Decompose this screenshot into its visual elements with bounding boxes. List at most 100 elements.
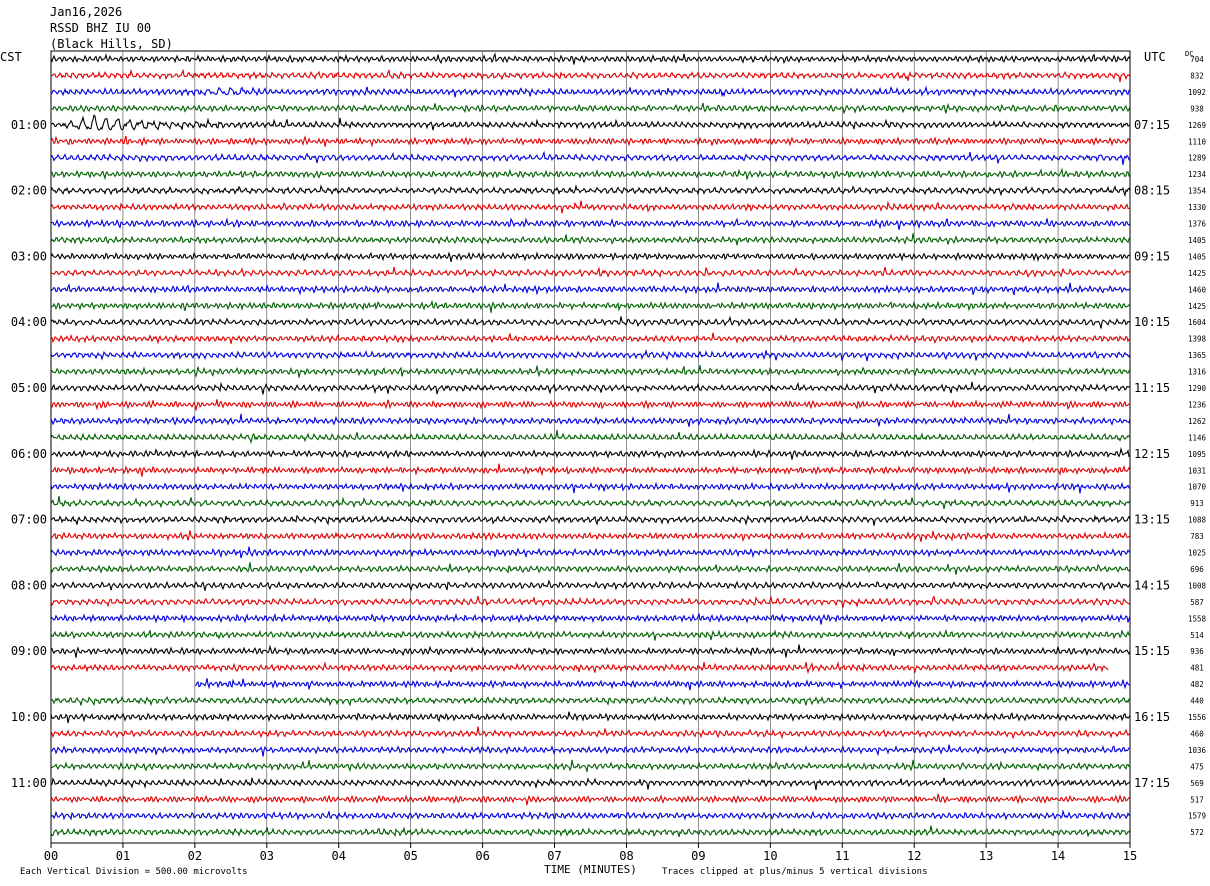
seismic-trace <box>50 184 1131 198</box>
dc-offset-label: 1330 <box>1188 203 1207 212</box>
left-hour-label: 10:00 <box>11 710 47 724</box>
left-timezone-label: CST <box>0 50 22 64</box>
dc-offset-label: 1025 <box>1188 549 1206 558</box>
dc-offset-label: 517 <box>1190 795 1204 804</box>
left-hour-label: 07:00 <box>11 513 47 527</box>
seismic-trace <box>194 678 1131 691</box>
dc-offset-label: 938 <box>1190 104 1204 113</box>
seismic-trace <box>50 628 1131 641</box>
left-hour-label: 05:00 <box>11 381 47 395</box>
seismic-trace <box>50 349 1131 362</box>
seismic-trace <box>50 759 1131 773</box>
dc-offset-label: 1425 <box>1188 269 1206 278</box>
dc-offset-label: 1365 <box>1188 351 1206 360</box>
dc-offset-label: 1146 <box>1188 433 1207 442</box>
dc-offset-label: 572 <box>1190 828 1204 837</box>
left-hour-label: 11:00 <box>11 776 47 790</box>
dc-offset-label: 1070 <box>1188 483 1207 492</box>
right-hour-label: 14:15 <box>1134 578 1170 592</box>
right-timezone-label: UTC <box>1144 50 1166 64</box>
seismic-trace <box>50 114 1131 131</box>
seismic-trace <box>50 793 1131 806</box>
x-tick-label: 10 <box>763 849 777 863</box>
seismic-trace <box>50 68 1131 83</box>
left-hour-label: 02:00 <box>11 184 47 198</box>
plot-date: Jan16,2026 <box>50 5 123 19</box>
seismic-trace <box>50 381 1131 395</box>
dc-offset-label: 1088 <box>1188 516 1207 525</box>
seismic-trace <box>50 726 1131 740</box>
dc-offset-label: 475 <box>1190 762 1204 771</box>
seismic-trace <box>50 644 1131 658</box>
seismic-trace <box>50 217 1131 230</box>
left-hour-label: 09:00 <box>11 644 47 658</box>
seismic-trace <box>50 332 1131 345</box>
dc-offset-label: 569 <box>1190 779 1204 788</box>
seismic-trace <box>50 233 1131 246</box>
dc-offset-label: 1269 <box>1188 121 1206 130</box>
dc-offset-label: 587 <box>1190 598 1204 607</box>
seismic-trace <box>50 135 1131 148</box>
dc-offset-label: 1425 <box>1188 302 1206 311</box>
seismic-trace <box>50 200 1131 214</box>
seismic-trace <box>50 579 1131 592</box>
dc-offset-label: 1405 <box>1188 236 1206 245</box>
dc-offset-label: 440 <box>1190 697 1204 706</box>
dc-offset-label: 1558 <box>1188 614 1207 623</box>
x-tick-label: 05 <box>403 849 417 863</box>
right-hour-label: 10:15 <box>1134 315 1170 329</box>
seismic-trace <box>50 514 1131 526</box>
dc-header-label: DC <box>1185 50 1194 58</box>
seismic-trace <box>50 825 1131 838</box>
dc-offset-label: 1236 <box>1188 400 1207 409</box>
seismic-trace <box>50 413 1131 427</box>
dc-offset-label: 1376 <box>1188 220 1207 229</box>
dc-offset-label: 1405 <box>1188 252 1206 261</box>
right-hour-label: 13:15 <box>1134 513 1170 527</box>
x-tick-label: 04 <box>332 849 346 863</box>
x-tick-label: 06 <box>475 849 489 863</box>
x-tick-label: 07 <box>547 849 561 863</box>
x-tick-label: 02 <box>188 849 202 863</box>
seismic-trace <box>50 595 1131 608</box>
clip-note: Traces clipped at plus/minus 5 vertical … <box>662 867 928 877</box>
dc-offset-label: 1262 <box>1188 417 1206 426</box>
seismic-trace <box>50 481 1131 494</box>
x-tick-label: 11 <box>835 849 849 863</box>
dc-offset-label: 696 <box>1190 565 1204 574</box>
left-hour-label: 03:00 <box>11 249 47 263</box>
right-hour-label: 09:15 <box>1134 249 1170 263</box>
dc-offset-label: 1008 <box>1188 581 1207 590</box>
x-tick-label: 03 <box>260 849 274 863</box>
dc-offset-label: 704 <box>1190 55 1204 64</box>
right-hour-label: 15:15 <box>1134 644 1170 658</box>
left-hour-label: 08:00 <box>11 578 47 592</box>
right-hour-label: 17:15 <box>1134 776 1170 790</box>
dc-offset-label: 514 <box>1190 631 1204 640</box>
dc-offset-label: 1604 <box>1188 318 1207 327</box>
scale-note: Each Vertical Division = 500.00 microvol… <box>20 867 248 877</box>
seismic-trace <box>50 546 1131 559</box>
seismic-trace <box>50 711 1131 724</box>
right-hour-label: 08:15 <box>1134 184 1170 198</box>
dc-offset-label: 1110 <box>1188 137 1207 146</box>
right-hour-label: 11:15 <box>1134 381 1170 395</box>
left-hour-label: 06:00 <box>11 447 47 461</box>
x-tick-label: 01 <box>116 849 130 863</box>
x-tick-label: 14 <box>1051 849 1065 863</box>
x-tick-label: 00 <box>44 849 58 863</box>
seismic-trace <box>50 496 1131 510</box>
dc-offset-label: 1289 <box>1188 154 1206 163</box>
seismic-trace <box>50 150 1131 165</box>
right-hour-label: 07:15 <box>1134 118 1170 132</box>
left-hour-label: 04:00 <box>11 315 47 329</box>
x-tick-label: 12 <box>907 849 921 863</box>
dc-offset-label: 1460 <box>1188 285 1207 294</box>
dc-offset-label: 1234 <box>1188 170 1207 179</box>
seismic-trace <box>50 777 1131 790</box>
x-tick-label: 09 <box>691 849 705 863</box>
dc-offset-label: 1036 <box>1188 746 1207 755</box>
plot-frame <box>50 50 1131 844</box>
dc-offset-label: 1092 <box>1188 88 1206 97</box>
